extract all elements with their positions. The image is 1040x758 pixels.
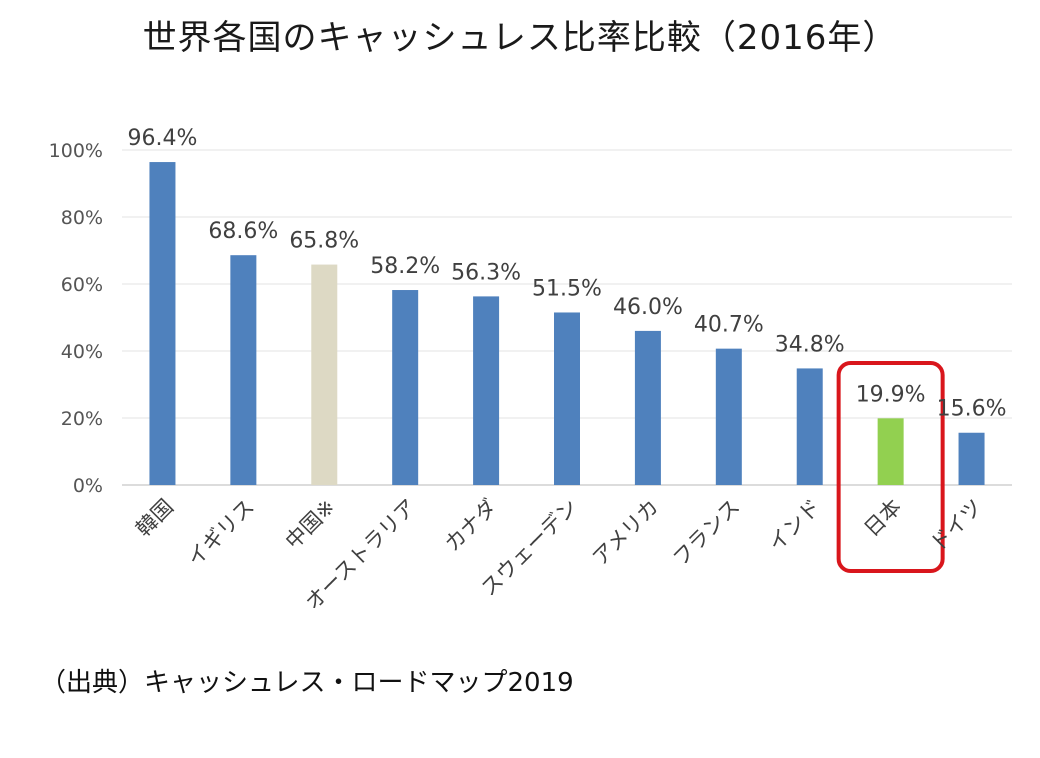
- x-tick-label: カナダ: [440, 495, 502, 557]
- x-tick-label: 韓国: [131, 495, 178, 542]
- bar: [392, 290, 419, 485]
- bar: [149, 162, 176, 485]
- bar: [877, 418, 904, 485]
- bar: [796, 368, 823, 485]
- data-label: 65.8%: [289, 229, 359, 254]
- bar: [230, 255, 257, 485]
- data-label: 19.9%: [856, 382, 926, 407]
- bar: [473, 296, 500, 485]
- y-tick-label: 0%: [73, 475, 103, 497]
- y-tick-label: 100%: [49, 140, 103, 162]
- y-tick-label: 80%: [61, 207, 103, 229]
- data-label: 15.6%: [937, 397, 1007, 422]
- y-tick-label: 60%: [61, 274, 103, 296]
- bar: [634, 330, 661, 485]
- x-tick-label: インド: [764, 495, 826, 557]
- bar: [958, 432, 985, 485]
- y-tick-label: 20%: [61, 408, 103, 430]
- x-tick-label: ドイツ: [926, 495, 988, 557]
- bar: [715, 348, 742, 485]
- bar: [554, 312, 580, 485]
- bar-chart: 0% 20% 40% 60% 80% 100% 96.4% 韓国 68.6% イギリス 65.8% 中…: [49, 126, 1012, 615]
- source-note: （出典）キャッシュレス・ロードマップ2019: [40, 668, 574, 698]
- data-label: 40.7%: [694, 313, 764, 338]
- data-label: 96.4%: [128, 126, 198, 151]
- x-tick-label: 日本: [860, 495, 907, 542]
- data-label: 34.8%: [775, 332, 845, 357]
- chart-title: 世界各国のキャッシュレス比率比較（2016年）: [142, 18, 898, 58]
- bar: [311, 264, 338, 485]
- data-label: 46.0%: [613, 295, 683, 320]
- x-tick-label: イギリス: [183, 495, 259, 571]
- y-tick-label: 40%: [61, 341, 103, 363]
- highlight-box: [836, 361, 945, 573]
- x-tick-label: 中国※: [281, 495, 340, 554]
- x-tick-label: フランス: [668, 495, 744, 571]
- data-label: 58.2%: [370, 254, 440, 279]
- x-tick-label: アメリカ: [588, 495, 664, 571]
- data-label: 51.5%: [532, 276, 602, 301]
- data-label: 68.6%: [208, 219, 278, 244]
- data-label: 56.3%: [451, 260, 521, 285]
